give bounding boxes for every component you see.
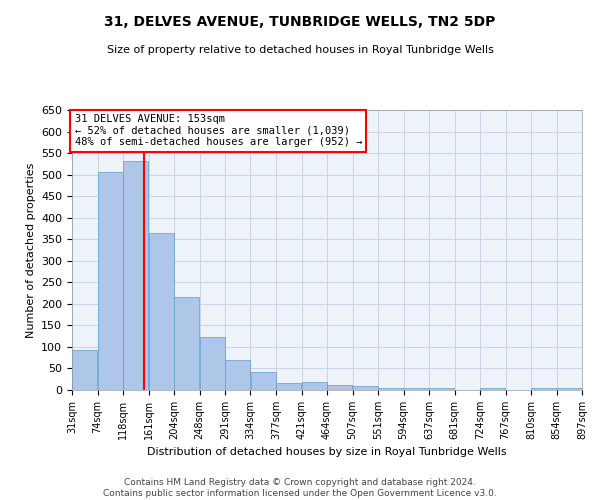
- Bar: [72, 350, 97, 390]
- Bar: [123, 161, 148, 390]
- Bar: [353, 386, 378, 390]
- Text: 31, DELVES AVENUE, TUNBRIDGE WELLS, TN2 5DP: 31, DELVES AVENUE, TUNBRIDGE WELLS, TN2 …: [104, 15, 496, 29]
- Text: Size of property relative to detached houses in Royal Tunbridge Wells: Size of property relative to detached ho…: [107, 45, 493, 55]
- Bar: [149, 233, 174, 390]
- Bar: [174, 298, 199, 390]
- Bar: [404, 388, 429, 390]
- Bar: [98, 172, 123, 390]
- Bar: [429, 388, 454, 390]
- Bar: [200, 336, 225, 390]
- Text: 31 DELVES AVENUE: 153sqm
← 52% of detached houses are smaller (1,039)
48% of sem: 31 DELVES AVENUE: 153sqm ← 52% of detach…: [74, 114, 362, 148]
- Bar: [276, 382, 301, 390]
- Bar: [557, 388, 582, 390]
- Y-axis label: Number of detached properties: Number of detached properties: [26, 162, 35, 338]
- Text: Contains HM Land Registry data © Crown copyright and database right 2024.
Contai: Contains HM Land Registry data © Crown c…: [103, 478, 497, 498]
- Bar: [302, 382, 327, 390]
- Bar: [225, 360, 250, 390]
- Bar: [251, 372, 276, 390]
- Bar: [378, 388, 403, 390]
- Bar: [480, 388, 505, 390]
- X-axis label: Distribution of detached houses by size in Royal Tunbridge Wells: Distribution of detached houses by size …: [147, 448, 507, 458]
- Bar: [531, 388, 556, 390]
- Bar: [327, 386, 352, 390]
